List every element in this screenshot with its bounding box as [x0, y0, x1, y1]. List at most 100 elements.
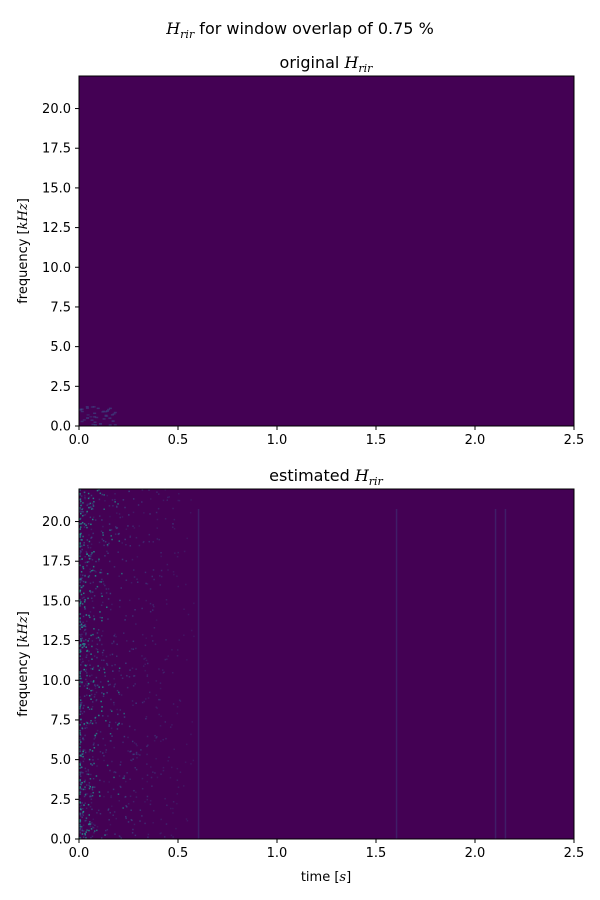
- heatmap-cell: [89, 555, 92, 558]
- heatmap-cell: [81, 633, 83, 636]
- heatmap-cell: [80, 718, 82, 721]
- heatmap-cell: [98, 423, 102, 425]
- heatmap-cell: [155, 680, 158, 682]
- heatmap-cell: [135, 702, 137, 704]
- heatmap-cell: [132, 525, 134, 527]
- heatmap-cell: [114, 493, 116, 495]
- heatmap-cell: [162, 769, 165, 772]
- heatmap-cell: [87, 768, 89, 771]
- heatmap-cell: [121, 516, 124, 518]
- heatmap-cell: [79, 790, 81, 792]
- heatmap-cell: [108, 424, 112, 426]
- y-tick-label: 15.0: [42, 594, 71, 609]
- heatmap-cell: [91, 794, 94, 797]
- heatmap-cell: [129, 535, 132, 537]
- y-axis-ticks: 0.0 2.5 5.0 7.5 10.0 12.5 15.0 17.5 20.0: [42, 515, 79, 848]
- heatmap-cell: [118, 693, 121, 696]
- heatmap-cell: [104, 675, 106, 677]
- heatmap-cell: [159, 584, 162, 586]
- heatmap-cell: [147, 744, 149, 746]
- heatmap-cell: [79, 702, 82, 704]
- heatmap-cell: [93, 786, 96, 788]
- heatmap-cell: [84, 623, 87, 626]
- heatmap-cell: [106, 764, 109, 767]
- heatmap-cell: [102, 686, 104, 688]
- heatmap-cell: [155, 619, 158, 621]
- heatmap-cell: [80, 782, 82, 784]
- heatmap-cell: [143, 700, 146, 703]
- heatmap-cell: [109, 811, 112, 814]
- heatmap-cell: [84, 734, 86, 737]
- heatmap-cell: [125, 662, 127, 665]
- heatmap-cell: [93, 500, 95, 503]
- heatmap-cell: [125, 579, 128, 581]
- heatmap-cell: [113, 635, 115, 637]
- heatmap-cell: [87, 492, 90, 495]
- heatmap-cell: [98, 714, 100, 717]
- heatmap-cell: [109, 740, 112, 742]
- heatmap-cell: [91, 750, 94, 752]
- heatmap-cell: [86, 684, 89, 687]
- heatmap-cell: [85, 632, 87, 634]
- heatmap-cell: [113, 704, 115, 706]
- heatmap-cell: [136, 556, 139, 558]
- heatmap-cell: [99, 611, 101, 613]
- heatmap-cell: [151, 609, 154, 611]
- heatmap-cell: [147, 836, 149, 838]
- heatmap-cell: [127, 750, 129, 752]
- heatmap-cell: [80, 638, 82, 641]
- heatmap-cell: [85, 656, 88, 658]
- heatmap-cell: [174, 552, 176, 554]
- heatmap-cell: [123, 716, 126, 718]
- heatmap-cell: [82, 771, 84, 774]
- original-spectrogram-panel: original Hrir 0.0 0.5 1.0 1.5 2.0 2.5 0.0 2.5 5…: [16, 53, 584, 448]
- heatmap-cell: [133, 742, 136, 744]
- heatmap-cell: [101, 493, 103, 496]
- heatmap-cell: [79, 672, 81, 675]
- heatmap-cell: [105, 749, 108, 751]
- heatmap-cell: [83, 523, 86, 525]
- heatmap-cell: [167, 496, 169, 499]
- heatmap-cell: [85, 668, 87, 671]
- heatmap-cell: [80, 586, 83, 589]
- heatmap-cell: [92, 516, 95, 519]
- heatmap-cell: [119, 709, 122, 711]
- heatmap-cell: [89, 502, 92, 505]
- heatmap-cell: [159, 698, 161, 701]
- heatmap-cell: [146, 780, 148, 783]
- heatmap-cell: [82, 788, 85, 791]
- heatmap-cell: [85, 407, 89, 409]
- heatmap-cell: [79, 542, 81, 544]
- heatmap-cell: [79, 754, 82, 757]
- heatmap-cell: [85, 819, 87, 822]
- heatmap-cell: [87, 560, 90, 563]
- heatmap-cell: [96, 648, 99, 651]
- heatmap-cell: [141, 815, 143, 817]
- heatmap-cell: [84, 575, 86, 577]
- heatmap-cell: [128, 725, 131, 728]
- heatmap-cell: [90, 528, 93, 531]
- heatmap-cell: [177, 499, 179, 502]
- heatmap-cell: [108, 725, 110, 727]
- heatmap-cell: [114, 526, 117, 528]
- heatmap-cell: [156, 776, 159, 779]
- heatmap-cell: [83, 685, 86, 687]
- heatmap-cell: [83, 723, 86, 725]
- x-tick-label: 1.5: [366, 433, 387, 448]
- heatmap-cell: [166, 804, 168, 807]
- heatmap-cell: [102, 539, 105, 542]
- heatmap-cell: [92, 823, 95, 826]
- heatmap-cell: [161, 669, 164, 671]
- heatmap-cell: [176, 712, 179, 715]
- heatmap-cell: [102, 539, 105, 542]
- y-tick-label: 5.0: [50, 753, 71, 768]
- heatmap-cell: [80, 593, 83, 596]
- heatmap-cell: [111, 805, 113, 807]
- heatmap-cell: [179, 700, 182, 702]
- heatmap-cell: [192, 759, 195, 762]
- heatmap-cell: [135, 536, 138, 539]
- heatmap-cell: [171, 724, 173, 726]
- heatmap-cell: [160, 832, 162, 834]
- heatmap-cell: [80, 804, 83, 807]
- heatmap-cell: [79, 724, 81, 727]
